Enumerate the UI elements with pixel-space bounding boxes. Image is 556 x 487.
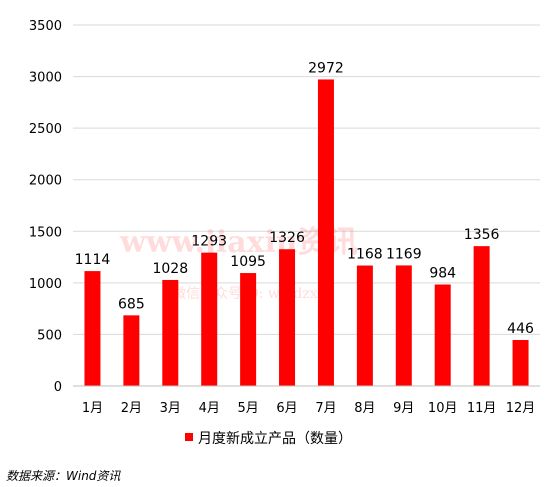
x-tick-label: 2月 (121, 401, 142, 416)
watermark-line1: www.jiaxiu资讯 (119, 225, 358, 260)
bar (240, 273, 257, 386)
bar (201, 252, 218, 386)
data-label: 446 (507, 321, 534, 337)
bar (434, 284, 451, 386)
bar (356, 265, 373, 386)
bar (395, 265, 412, 386)
source-note: 数据来源：Wind资讯 (6, 469, 121, 483)
y-tick-label: 3000 (29, 71, 62, 86)
data-label: 1168 (347, 247, 383, 263)
x-tick-label: 6月 (276, 401, 297, 416)
data-label: 2972 (308, 60, 344, 76)
bar (512, 339, 529, 386)
data-label: 1326 (269, 230, 305, 246)
x-tick-label: 5月 (237, 401, 258, 416)
data-label: 1028 (152, 261, 188, 277)
y-tick-label: 0 (54, 380, 62, 395)
bar (473, 246, 490, 386)
legend: 月度新成立产品（数量） (185, 431, 352, 447)
x-tick-label: 7月 (315, 401, 336, 416)
x-axis-ticks: 1月 2月 3月 4月 5月 6月 7月 8月 9月 10月 11月 12月 (82, 401, 535, 416)
y-tick-label: 2500 (29, 122, 62, 137)
data-label: 984 (429, 266, 456, 282)
y-tick-label: 1500 (29, 225, 62, 240)
y-tick-label: 1000 (29, 277, 62, 292)
data-label: 1095 (230, 254, 266, 270)
legend-swatch (185, 433, 193, 441)
data-label: 1356 (464, 227, 500, 243)
y-axis-ticks: 0 500 1000 1500 2000 2500 3000 3500 (29, 19, 62, 395)
x-tick-label: 12月 (506, 401, 536, 416)
bar (84, 271, 101, 386)
bar (162, 279, 179, 386)
x-tick-label: 3月 (160, 401, 181, 416)
y-tick-label: 3500 (29, 19, 62, 34)
bar (279, 249, 296, 386)
data-label: 1293 (191, 234, 227, 250)
x-tick-label: 11月 (467, 401, 497, 416)
data-label: 1114 (75, 252, 111, 268)
gridlines (73, 24, 540, 335)
data-label: 685 (118, 296, 145, 312)
bar (317, 79, 334, 387)
legend-label: 月度新成立产品（数量） (198, 431, 352, 447)
x-tick-label: 4月 (199, 401, 220, 416)
data-label: 1169 (386, 246, 422, 262)
y-tick-label: 2000 (29, 174, 62, 189)
x-tick-label: 8月 (354, 401, 375, 416)
y-tick-label: 500 (37, 328, 62, 343)
bars (84, 79, 529, 387)
x-tick-label: 1月 (82, 401, 103, 416)
bar (123, 315, 140, 386)
x-tick-label: 10月 (428, 401, 458, 416)
x-tick-label: 9月 (393, 401, 414, 416)
